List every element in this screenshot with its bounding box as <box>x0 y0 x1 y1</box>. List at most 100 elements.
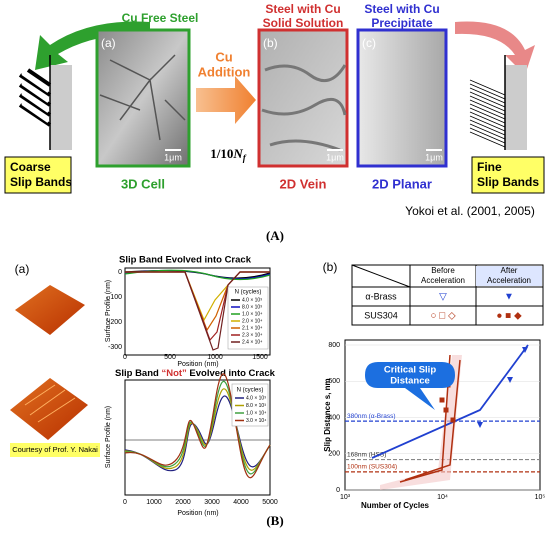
title-part: Slip Band <box>115 368 161 379</box>
legend-title: N (cycles) <box>235 290 262 296</box>
x-tick-label: 10⁵ <box>535 494 546 501</box>
y-label: Slip Distance s, nm <box>323 378 332 451</box>
box-text: Fine <box>477 160 502 174</box>
x-tick-label: 10³ <box>340 494 351 501</box>
reference-label: 168nm (HSS) <box>347 451 386 458</box>
y-tick-label: -100 <box>108 294 122 301</box>
grain-lines <box>99 54 186 141</box>
fine-band <box>469 115 506 132</box>
callout <box>365 362 455 410</box>
fine-band <box>469 111 506 128</box>
fit-line <box>404 359 461 481</box>
cycles-part: 1/10 <box>210 146 233 161</box>
table-header: After <box>501 266 518 275</box>
legend-label: 2.3 × 10⁴ <box>242 332 262 338</box>
y-tick-label: 600 <box>328 378 340 385</box>
title-part: “Not” <box>161 368 187 379</box>
cycles-part: N <box>232 146 243 161</box>
curved-arrow <box>455 21 535 75</box>
fine-band <box>469 99 506 116</box>
micrograph <box>356 28 448 168</box>
profile-curve <box>124 373 271 479</box>
heading: Cu Free Steel <box>122 11 199 25</box>
image-tag: (c) <box>362 36 376 50</box>
legend-label: 3.0 × 10⁴ <box>246 418 266 424</box>
panel-label: (B) <box>266 513 283 528</box>
caption: 3D Cell <box>121 176 165 191</box>
coarse-bands <box>21 73 49 123</box>
callout-text: Distance <box>390 376 430 387</box>
fine-band <box>469 107 506 124</box>
caption: 2D Vein <box>280 176 327 191</box>
chart-title: Slip Band “Not” Evolved into Crack <box>115 368 276 379</box>
box-text: Slip Bands <box>10 175 72 189</box>
vein-lines <box>261 64 347 152</box>
chart-title: Slip Band Evolved into Crack <box>119 255 252 266</box>
micrograph <box>95 28 191 168</box>
marker <box>507 377 513 383</box>
legend-label: 1.0 × 10⁴ <box>242 311 262 317</box>
legend-box <box>227 286 269 350</box>
x-tick-label: 4000 <box>233 499 249 506</box>
courtesy: Courtesy of Prof. Y. Nakai <box>12 445 98 454</box>
y-tick-label: 800 <box>328 342 340 349</box>
y-label: Surface Profile (nm) <box>105 280 112 342</box>
box-text: Slip Bands <box>477 175 539 189</box>
fit-line <box>399 354 451 483</box>
fine-band <box>469 127 506 144</box>
caption: 2D Planar <box>372 176 432 191</box>
surface <box>505 65 527 150</box>
table-cell: SUS304 <box>364 310 398 320</box>
scale-label: 1μm <box>326 152 344 162</box>
label-box <box>4 156 72 194</box>
table-cell: α-Brass <box>365 291 397 301</box>
x-tick-label: 1500 <box>252 354 268 361</box>
legend-label: 2.4 × 10⁴ <box>242 339 262 345</box>
panel-label: (A) <box>266 228 284 243</box>
x-tick-label: 1000 <box>207 354 223 361</box>
x-tick-label: 3000 <box>204 499 220 506</box>
legend-label: 2.0 × 10⁴ <box>242 318 262 324</box>
callout-text: Critical Slip <box>384 365 436 376</box>
table-cell <box>476 266 542 286</box>
coarse-bands <box>18 68 52 127</box>
fine-bands <box>469 79 506 148</box>
title-part: Evolved into Crack <box>187 368 276 379</box>
fit-line <box>371 344 529 459</box>
marker <box>439 397 445 403</box>
y-tick-label: -200 <box>108 319 122 326</box>
fine-band <box>469 91 506 108</box>
profile-curve <box>125 271 270 351</box>
y-tick-label: -300 <box>108 344 122 351</box>
box-text: Coarse <box>10 160 51 174</box>
legend-label: 8.0 × 10³ <box>242 304 262 310</box>
fine-band <box>469 103 506 120</box>
arrow-text: Addition <box>198 64 251 79</box>
image-tag: (a) <box>101 36 116 50</box>
addition-arrow <box>196 76 256 124</box>
table-header: Acceleration <box>487 276 531 285</box>
arrow-text: Cu <box>215 49 232 64</box>
image-tag: (b) <box>263 36 278 50</box>
legend-label: 8.0 × 10³ <box>246 403 266 409</box>
table-cell: ▽ <box>439 292 447 303</box>
legend-label: 4.0 × 10³ <box>246 395 266 401</box>
legend-title: N (cycles) <box>237 388 264 394</box>
label-box <box>471 156 545 194</box>
marker <box>477 422 483 428</box>
table-header: Before <box>431 266 455 275</box>
x-tick-label: 2000 <box>175 499 191 506</box>
reference-label: 380nm (α-Brass) <box>347 413 396 420</box>
y-tick-label: 200 <box>328 451 340 458</box>
surface-3d <box>15 285 85 335</box>
marker <box>450 417 456 423</box>
x-tick-label: 500 <box>164 354 176 361</box>
surface <box>50 65 72 150</box>
table-cell: ● ■ ◆ <box>496 311 522 322</box>
x-label: Position (nm) <box>177 510 218 517</box>
table-cell: ▼ <box>504 292 514 303</box>
x-tick-label: 10⁴ <box>437 494 448 501</box>
x-tick-label: 1000 <box>146 499 162 506</box>
scale-label: 1μm <box>164 152 182 162</box>
